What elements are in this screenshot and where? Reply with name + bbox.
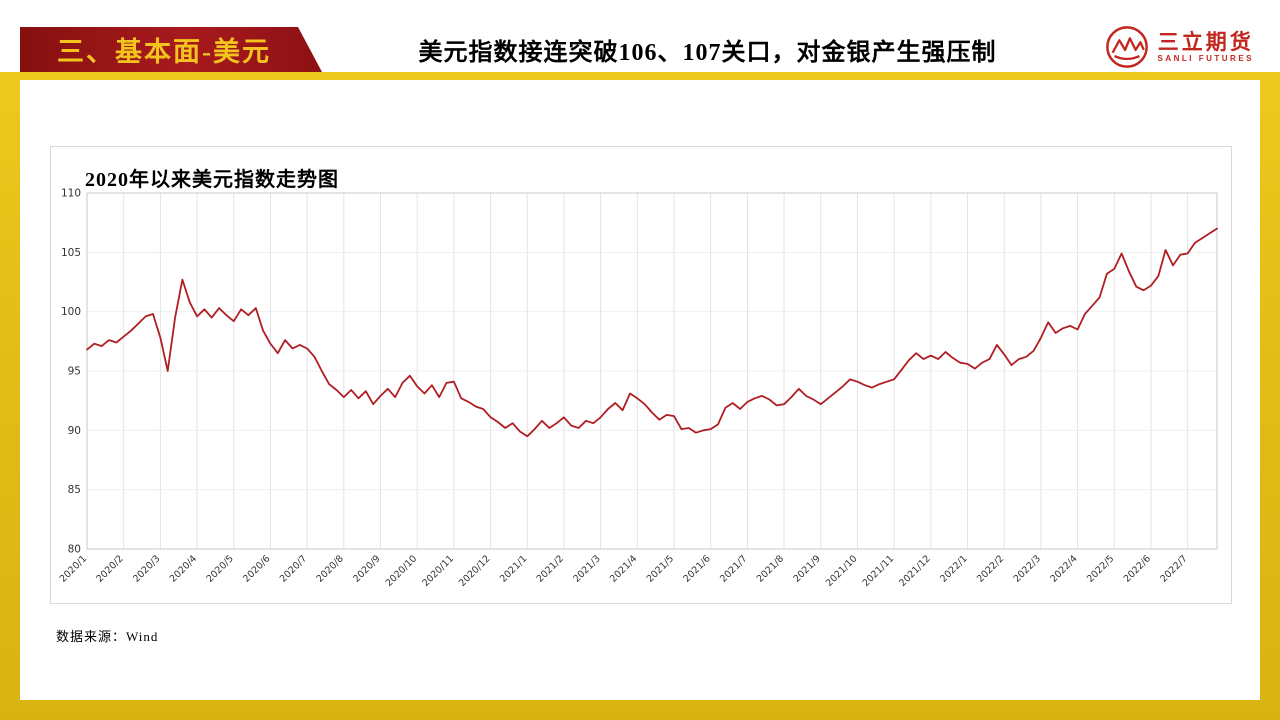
- svg-text:2021/6: 2021/6: [681, 553, 712, 584]
- company-logo: 三立期货 SANLI FUTURES: [1104, 22, 1255, 72]
- svg-text:2020/8: 2020/8: [315, 553, 346, 584]
- svg-text:2021/3: 2021/3: [571, 553, 602, 584]
- svg-text:2021/4: 2021/4: [608, 553, 639, 584]
- svg-text:2020/9: 2020/9: [351, 553, 382, 584]
- slide-content: 2020年以来美元指数走势图 80 85 90 95 100 105 110 2020/1 20…: [20, 80, 1260, 700]
- svg-text:85: 85: [68, 484, 81, 496]
- logo-text: 三立期货 SANLI FUTURES: [1158, 31, 1255, 63]
- logo-name-en: SANLI FUTURES: [1157, 53, 1254, 63]
- svg-text:2021/5: 2021/5: [645, 553, 676, 584]
- svg-text:2022/6: 2022/6: [1122, 553, 1153, 584]
- svg-text:2020/4: 2020/4: [168, 553, 199, 584]
- svg-text:2021/7: 2021/7: [718, 553, 749, 584]
- svg-text:2021/8: 2021/8: [755, 553, 786, 584]
- section-banner: 三、基本面-美元: [20, 27, 322, 72]
- svg-text:2022/3: 2022/3: [1012, 553, 1043, 584]
- svg-text:2020/5: 2020/5: [204, 553, 235, 584]
- section-label: 三、基本面-美元: [57, 37, 271, 67]
- svg-text:2022/2: 2022/2: [975, 553, 1006, 584]
- header: 三、基本面-美元 美元指数接连突破106、107关口，对金银产生强压制 三立期货…: [0, 0, 1280, 72]
- chart-panel: 2020年以来美元指数走势图 80 85 90 95 100 105 110 2020/1 20…: [50, 146, 1232, 604]
- svg-text:100: 100: [61, 306, 81, 318]
- svg-text:2021/2: 2021/2: [535, 553, 566, 584]
- svg-text:2022/1: 2022/1: [938, 553, 969, 584]
- svg-text:2020/12: 2020/12: [457, 553, 493, 589]
- svg-text:2022/4: 2022/4: [1048, 553, 1079, 584]
- svg-text:2022/5: 2022/5: [1085, 553, 1116, 584]
- svg-text:95: 95: [68, 366, 81, 378]
- svg-text:2021/12: 2021/12: [897, 553, 933, 589]
- svg-text:2021/9: 2021/9: [791, 553, 822, 584]
- svg-text:2020/7: 2020/7: [278, 553, 309, 584]
- svg-text:2020/6: 2020/6: [241, 553, 272, 584]
- svg-text:2021/1: 2021/1: [498, 553, 529, 584]
- svg-text:2020/2: 2020/2: [94, 553, 125, 584]
- svg-text:2020/10: 2020/10: [384, 553, 420, 589]
- svg-text:2020/3: 2020/3: [131, 553, 162, 584]
- svg-text:90: 90: [68, 425, 81, 437]
- svg-text:2022/7: 2022/7: [1158, 553, 1189, 584]
- logo-name-cn: 三立期货: [1157, 29, 1254, 54]
- chart-title: 2020年以来美元指数走势图: [85, 169, 339, 191]
- svg-text:2021/10: 2021/10: [824, 553, 860, 589]
- svg-text:2020/1: 2020/1: [58, 553, 89, 584]
- sanli-emblem-icon: [1104, 24, 1150, 70]
- svg-text:2021/11: 2021/11: [861, 553, 897, 589]
- data-source-note: 数据来源：Wind: [56, 629, 159, 644]
- svg-text:110: 110: [61, 188, 81, 200]
- svg-text:80: 80: [68, 544, 81, 556]
- svg-text:105: 105: [61, 247, 81, 259]
- slide-title: 美元指数接连突破106、107关口，对金银产生强压制: [418, 40, 997, 66]
- svg-text:2020/11: 2020/11: [420, 553, 456, 589]
